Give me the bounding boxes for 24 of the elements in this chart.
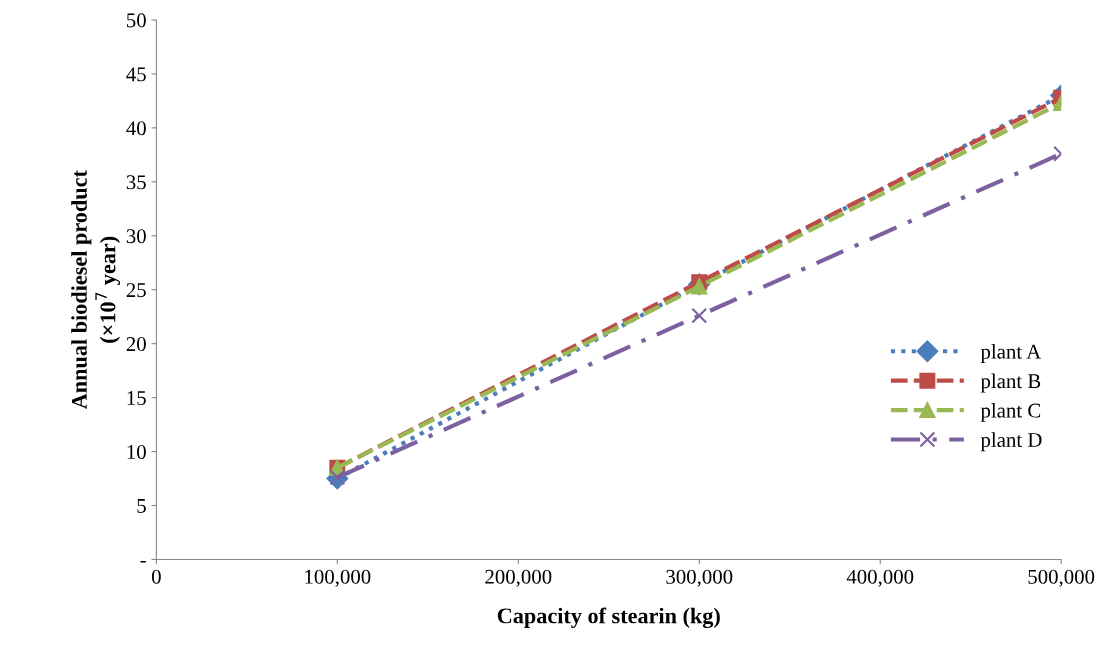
y-tick-label: 25 — [126, 283, 146, 298]
y-tick-label: 40 — [126, 121, 146, 136]
x-tick-label: 0 — [151, 569, 161, 584]
x-tick-label: 400,000 — [846, 569, 914, 587]
y-tick-label: 30 — [126, 229, 146, 244]
y-axis-title: Annual biodiesel product (×10$^{7}$ year) — [71, 170, 121, 410]
y-tick-label: 50 — [127, 13, 146, 28]
legend-label: plant D — [980, 432, 1042, 452]
y-tick-label: 10 — [127, 444, 146, 459]
legend-label: plant C — [980, 402, 1041, 422]
y-tick-label: - — [140, 560, 146, 563]
y-tick-label: 20 — [126, 337, 146, 352]
point — [691, 307, 708, 324]
y-tick-label: 45 — [126, 67, 146, 82]
x-tick-label: 500,000 — [1028, 569, 1095, 587]
y-tick-label: 15 — [127, 391, 146, 406]
y-tick-label: 35 — [126, 175, 146, 190]
legend-label: plant A — [980, 344, 1042, 363]
x-tick-label: 200,000 — [485, 569, 552, 587]
y-tick-label: 5 — [137, 499, 146, 513]
x-tick-label: 300,000 — [666, 569, 733, 587]
x-axis-title: Capacity of stearin (kg) — [497, 607, 720, 629]
x-tick-label: 100,000 — [305, 569, 371, 587]
legend-label: plant B — [980, 373, 1041, 393]
